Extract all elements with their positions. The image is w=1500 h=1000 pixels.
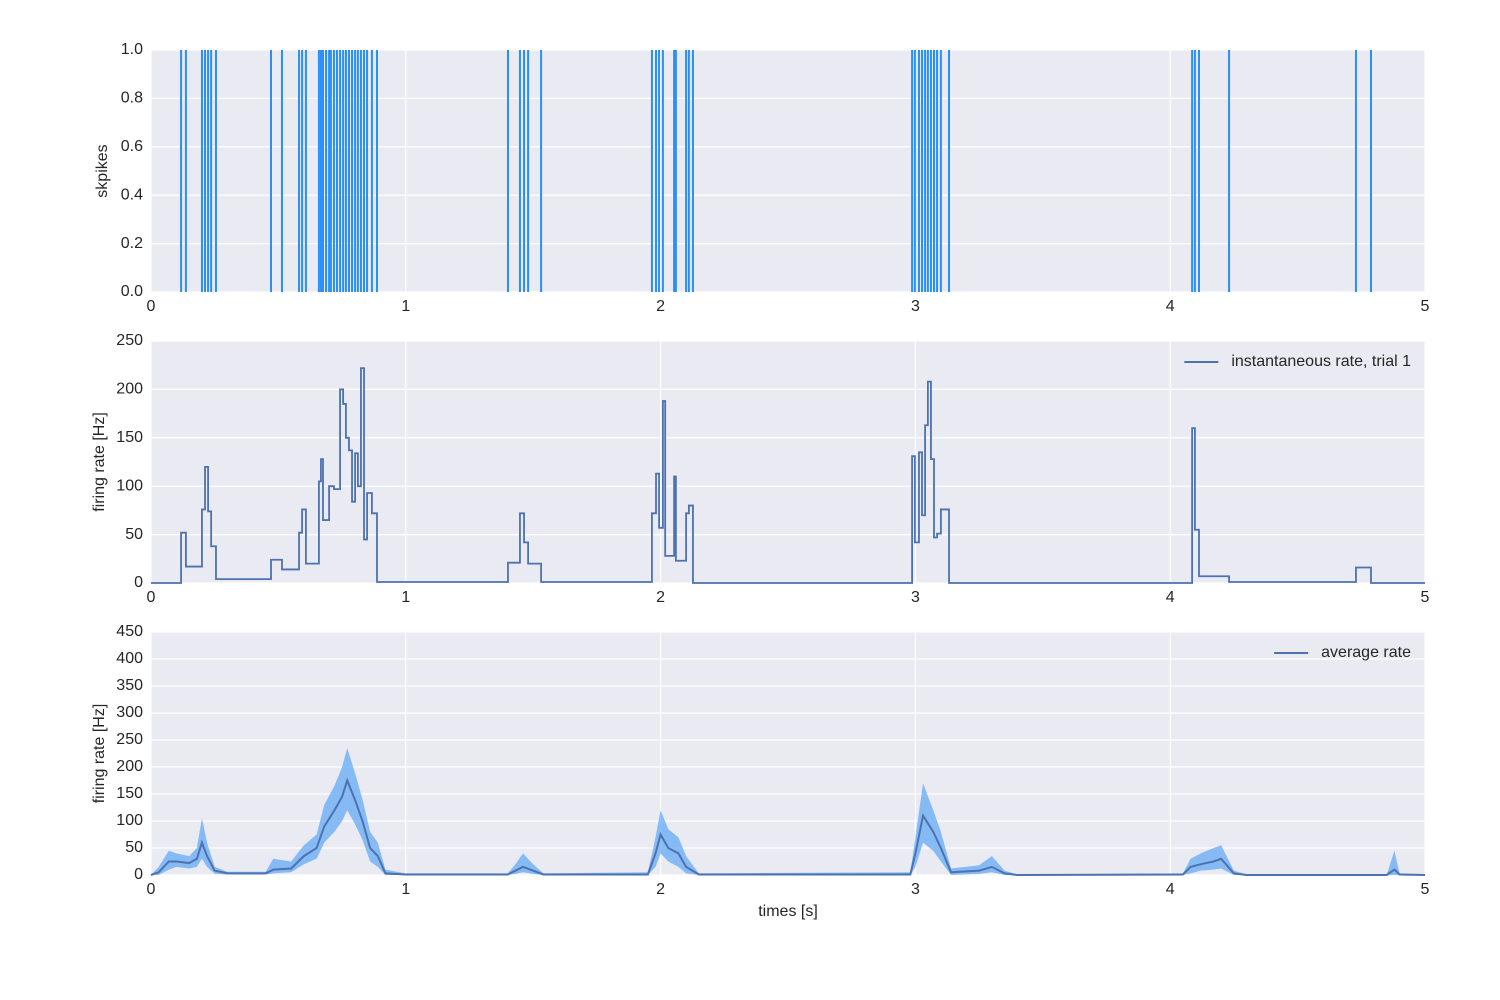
x-tick-label: 3 [911,298,920,315]
panel: 0 1 2 3 4 5050100150200250300350400450firing … [91,623,1429,920]
y-tick-label: 0.8 [121,90,143,107]
y-axis-label: firing rate [Hz] [91,412,108,512]
y-tick-label: 0.2 [121,235,143,252]
x-axis-label: times [s] [758,903,818,920]
rate-line [151,367,1425,584]
y-tick-label: 0 [134,574,143,591]
y-tick-label: 50 [125,526,143,543]
plot-background [151,632,1425,875]
x-tick-label: 0 [147,589,156,606]
y-tick-label: 0 [134,866,143,883]
y-tick-label: 0.0 [121,283,143,300]
rate-line [150,777,1426,877]
y-tick-label: 0.6 [121,138,143,155]
x-tick-label: 1 [401,881,410,898]
plot-background [151,50,1425,292]
x-tick-label: 3 [911,881,920,898]
y-tick-label: 150 [116,429,143,446]
y-tick-label: 150 [116,785,143,802]
x-tick-label: 0 [147,298,156,315]
y-tick-label: 200 [116,758,143,775]
y-tick-label: 250 [116,332,143,349]
x-tick-label: 5 [1421,298,1430,315]
x-tick-label: 4 [1166,881,1175,898]
y-tick-label: 400 [116,650,143,667]
rate-band [151,748,1425,875]
y-tick-label: 250 [116,731,143,748]
y-tick-label: 100 [116,477,143,494]
panel: 0 1 2 3 4 5 0.0 0.2 0.4 0.6 0.8 1.0 skpikes [94,41,1429,315]
y-tick-label: 450 [116,623,143,640]
y-tick-label: 200 [116,381,143,398]
plot-background [151,341,1425,583]
y-tick-label: 50 [125,839,143,856]
x-tick-label: 4 [1166,298,1175,315]
y-tick-label: 1.0 [121,41,143,58]
x-tick-label: 2 [656,881,665,898]
y-tick-label: 0.4 [121,186,143,203]
y-axis-label: skpikes [94,144,111,197]
x-tick-label: 2 [656,298,665,315]
x-tick-label: 1 [401,298,410,315]
x-tick-label: 3 [911,589,920,606]
x-tick-label: 2 [656,589,665,606]
x-tick-label: 0 [147,881,156,898]
x-tick-label: 4 [1166,589,1175,606]
legend-label: average rate [1321,644,1411,661]
x-tick-label: 1 [401,589,410,606]
legend-label: instantaneous rate, trial 1 [1231,353,1411,370]
x-tick-label: 5 [1421,589,1430,606]
y-tick-label: 300 [116,704,143,721]
y-tick-label: 100 [116,812,143,829]
x-tick-label: 5 [1421,881,1430,898]
y-axis-label: firing rate [Hz] [91,704,108,804]
y-tick-label: 350 [116,677,143,694]
